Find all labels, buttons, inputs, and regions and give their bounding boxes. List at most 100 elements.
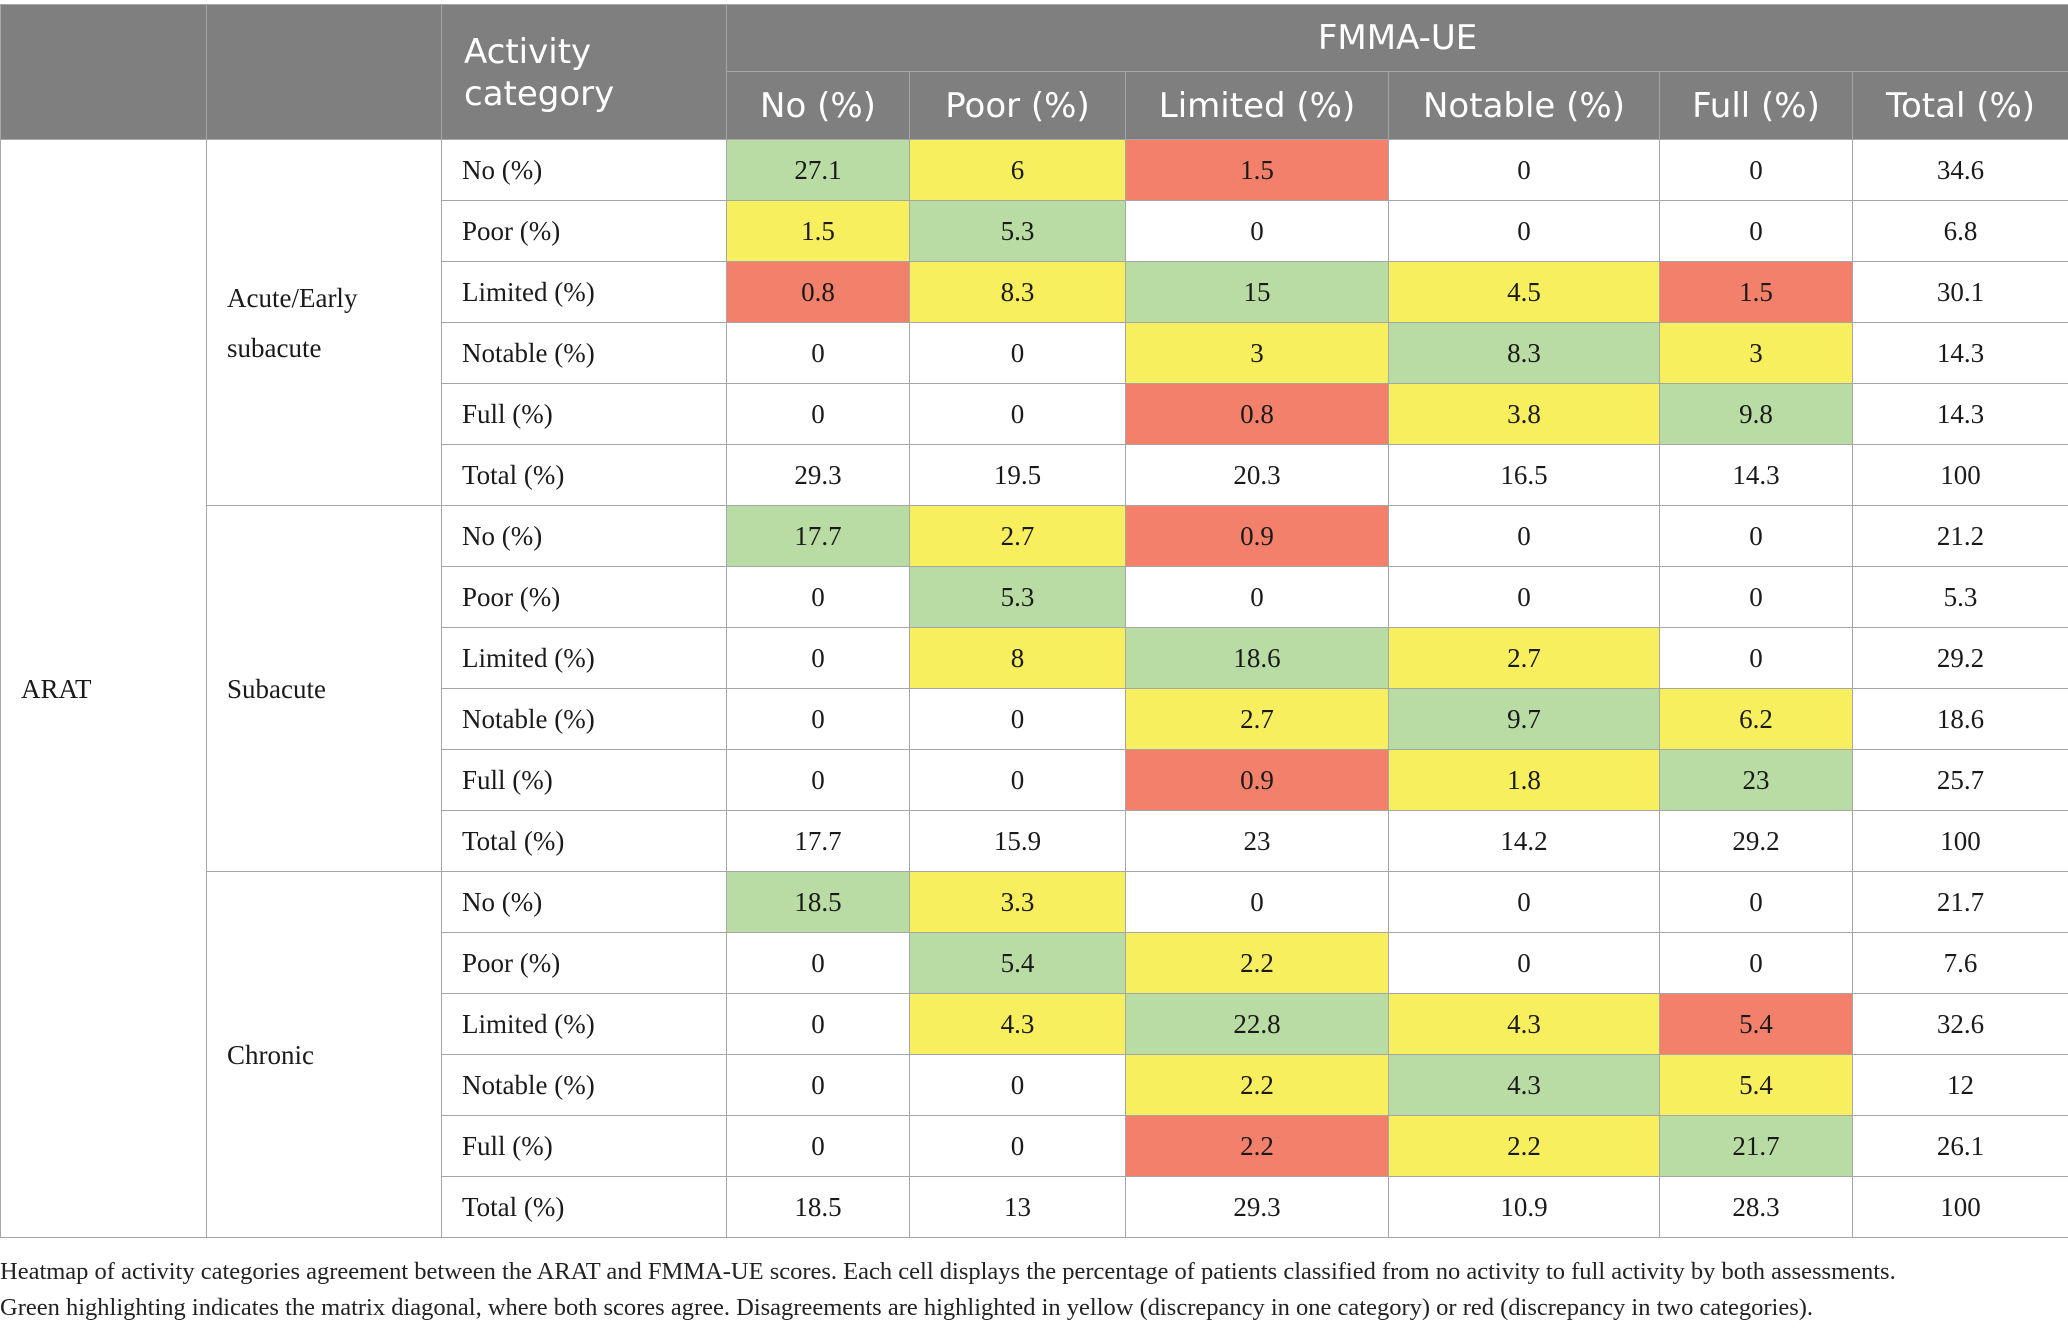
table-cell: 14.3 — [1851, 383, 2068, 445]
table-row: Limited (%) 0 8 18.6 2.7 0 29.2 — [1, 627, 2068, 689]
table-cell: 0 — [1125, 566, 1389, 628]
table-cell: 0 — [726, 322, 910, 384]
table-cell: 10.9 — [1388, 1176, 1660, 1238]
table-cell: 18.6 — [1125, 627, 1389, 689]
table-cell: 0 — [909, 1054, 1126, 1116]
table-cell: 0 — [1659, 932, 1853, 994]
table-cell: 0 — [1659, 139, 1853, 201]
table-cell: 0 — [909, 749, 1126, 811]
table-row: Notable (%) 0 0 2.2 4.3 5.4 12 — [1, 1054, 2068, 1116]
row-label: No (%) — [441, 871, 727, 933]
table-cell: 2.7 — [909, 505, 1126, 567]
row-label: Full (%) — [441, 1115, 727, 1177]
table-cell: 27.1 — [726, 139, 910, 201]
table-row: Poor (%) 0 5.3 0 0 0 5.3 — [1, 566, 2068, 628]
group-label: Acute/Early subacute — [206, 139, 442, 506]
table-cell: 19.5 — [909, 444, 1126, 506]
row-label: Limited (%) — [441, 627, 727, 689]
table-cell: 3 — [1125, 322, 1389, 384]
row-label: Notable (%) — [441, 322, 727, 384]
row-label: Total (%) — [441, 1176, 727, 1238]
row-label: Full (%) — [441, 749, 727, 811]
table-cell: 5.3 — [909, 200, 1126, 262]
table-row: Notable (%) 0 0 3 8.3 3 14.3 — [1, 322, 2068, 384]
table-cell: 14.3 — [1851, 322, 2068, 384]
table-cell: 0 — [1659, 200, 1853, 262]
table-cell: 3.8 — [1388, 383, 1660, 445]
table-cell: 8.3 — [909, 261, 1126, 323]
table-cell: 2.2 — [1125, 1054, 1389, 1116]
table-cell: 2.2 — [1125, 1115, 1389, 1177]
table-cell: 1.5 — [726, 200, 910, 262]
table-row: Total (%) 17.7 15.9 23 14.2 29.2 100 — [1, 810, 2068, 872]
table-row: Full (%) 0 0 0.8 3.8 9.8 14.3 — [1, 383, 2068, 445]
table-cell: 21.7 — [1851, 871, 2068, 933]
table-cell: 29.3 — [1125, 1176, 1389, 1238]
table-cell: 4.5 — [1388, 261, 1660, 323]
row-header-arat: ARAT — [0, 139, 207, 1238]
fmma-ue-group-header: FMMA-UE — [725, 4, 2068, 72]
table-cell: 0.8 — [1125, 383, 1389, 445]
table-body: ARAT Acute/Early subacute No (%) 27.1 6 1.5 0 0… — [0, 139, 2068, 1238]
table-row: ARAT Acute/Early subacute No (%) 27.1 6 1.5 0 0… — [0, 139, 2068, 1238]
row-label: Limited (%) — [441, 261, 727, 323]
row-label: No (%) — [441, 505, 727, 567]
row-label: Poor (%) — [441, 566, 727, 628]
table-cell: 0 — [1388, 505, 1660, 567]
table-cell: 0 — [726, 688, 910, 750]
table-row: Limited (%) 0 4.3 22.8 4.3 5.4 32.6 — [1, 993, 2068, 1055]
table-cell: 6.2 — [1659, 688, 1853, 750]
table-row: Total (%) 18.5 13 29.3 10.9 28.3 100 — [1, 1176, 2068, 1238]
table-cell: 0 — [726, 932, 910, 994]
table-cell: 0 — [726, 1115, 910, 1177]
table-cell: 20.3 — [1125, 444, 1389, 506]
table-cell: 15.9 — [909, 810, 1126, 872]
table-cell: 5.3 — [1851, 566, 2068, 628]
table-cell: 14.3 — [1659, 444, 1853, 506]
row-label: Total (%) — [441, 444, 727, 506]
table-cell: 0 — [1659, 871, 1853, 933]
column-header: Full (%) — [1659, 71, 1853, 140]
table-cell: 0 — [726, 1054, 910, 1116]
table-cell: 0 — [726, 749, 910, 811]
table-cell: 23 — [1659, 749, 1853, 811]
table-cell: 8.3 — [1388, 322, 1660, 384]
table-cell: 7.6 — [1851, 932, 2068, 994]
row-label: Notable (%) — [441, 1054, 727, 1116]
table-cell: 0 — [1659, 505, 1853, 567]
table-cell: 0 — [1388, 200, 1660, 262]
row-label: Poor (%) — [441, 200, 727, 262]
table-cell: 17.7 — [726, 810, 910, 872]
table-cell: 0 — [909, 383, 1126, 445]
table-cell: 2.2 — [1388, 1115, 1660, 1177]
table-cell: 28.3 — [1659, 1176, 1853, 1238]
table-cell: 0.8 — [726, 261, 910, 323]
table-cell: 18.6 — [1851, 688, 2068, 750]
table-cell: 1.8 — [1388, 749, 1660, 811]
table-cell: 30.1 — [1851, 261, 2068, 323]
table-cell: 5.4 — [1659, 1054, 1853, 1116]
table-cell: 100 — [1851, 810, 2068, 872]
table-row: Poor (%) 0 5.4 2.2 0 0 7.6 — [1, 932, 2068, 994]
table-cell: 100 — [1851, 1176, 2068, 1238]
table-row: Limited (%) 0.8 8.3 15 4.5 1.5 30.1 — [1, 261, 2068, 323]
table-cell: 0 — [909, 1115, 1126, 1177]
column-header-row: No (%) Poor (%) Limited (%) Notable (%) Full… — [1, 71, 2068, 140]
table-cell: 0 — [1125, 871, 1389, 933]
table-cell: 0 — [726, 993, 910, 1055]
row-label: Limited (%) — [441, 993, 727, 1055]
table-cell: 1.5 — [1659, 261, 1853, 323]
heatmap-table-container: Activity category FMMA-UE No (%) Poor (%)… — [0, 4, 2068, 1238]
table-cell: 4.3 — [909, 993, 1126, 1055]
table-cell: 12 — [1851, 1054, 2068, 1116]
agreement-heatmap-table: Activity category FMMA-UE No (%) Poor (%)… — [0, 4, 2068, 1238]
table-cell: 3 — [1659, 322, 1853, 384]
table-cell: 9.8 — [1659, 383, 1853, 445]
table-cell: 9.7 — [1388, 688, 1660, 750]
table-cell: 13 — [909, 1176, 1126, 1238]
table-cell: 0 — [726, 566, 910, 628]
table-cell: 4.3 — [1388, 1054, 1660, 1116]
table-cell: 6.8 — [1851, 200, 2068, 262]
row-label: No (%) — [441, 139, 727, 201]
table-cell: 0.9 — [1125, 749, 1389, 811]
